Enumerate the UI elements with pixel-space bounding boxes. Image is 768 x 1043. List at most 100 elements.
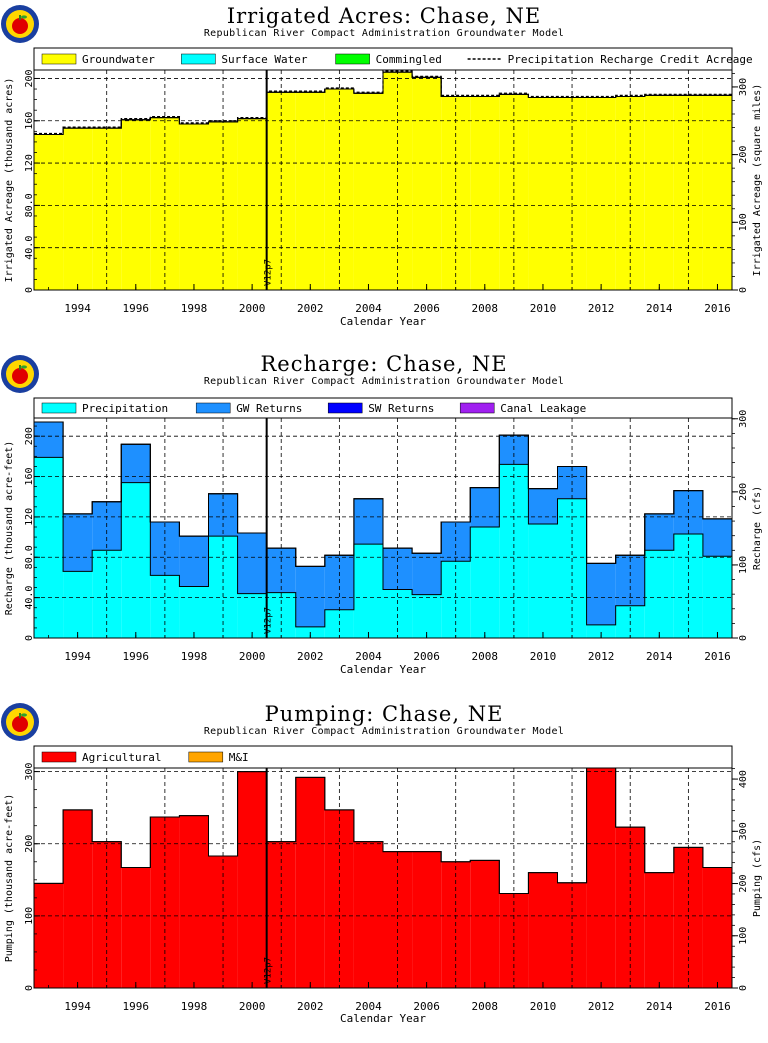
bar-agricultural (615, 827, 645, 988)
chart-subtitle: Republican River Compact Administration … (203, 376, 565, 387)
y-tick-label: 0 (24, 287, 35, 293)
bar-groundwater (92, 128, 122, 290)
apple-logo-icon (1, 355, 39, 393)
x-tick-label: 1998 (181, 1000, 208, 1013)
series-boundary (34, 767, 732, 895)
legend-swatch (41, 402, 77, 414)
bar-agricultural (557, 882, 587, 988)
x-tick-label: 2000 (239, 302, 266, 315)
bar-gw-returns (353, 498, 383, 545)
bar-gw-returns (179, 536, 209, 587)
x-tick-label: 2016 (704, 1000, 731, 1013)
y-tick-label: 0 (24, 985, 35, 991)
legend-label: Precipitation (82, 402, 168, 415)
x-tick-label: 2014 (646, 650, 673, 663)
x-tick-label: 1994 (64, 1000, 91, 1013)
bar-gw-returns (441, 521, 471, 562)
bar-gw-returns (63, 513, 93, 572)
x-tick-label: 1996 (123, 1000, 150, 1013)
logo-stem (19, 15, 21, 20)
y-tick-label: 300 (24, 763, 35, 781)
bar-groundwater (63, 128, 93, 290)
bar-groundwater (295, 92, 325, 290)
chart-subtitle: Republican River Compact Administration … (203, 726, 565, 737)
legend-label: M&I (229, 751, 249, 764)
marker-label: V12p7 (264, 259, 274, 286)
bar-groundwater (528, 97, 558, 290)
pumping-panel: Pumping: Chase, NE Republican River Comp… (0, 698, 768, 1043)
logo-apple (12, 368, 28, 384)
irrigated-acres-chart: V12p7 Groundwater Surface Water Commingled P… (4, 47, 763, 328)
bar-precipitation (470, 526, 500, 638)
y-tick-label: 200 (24, 69, 35, 87)
legend-swatch (181, 53, 216, 65)
bar-precipitation (586, 624, 616, 638)
bar-gw-returns (528, 488, 558, 524)
x-tick-label: 1998 (181, 302, 208, 315)
x-axis-title: Calendar Year (340, 1012, 426, 1024)
logo-leaf (21, 365, 27, 369)
legend-label: SW Returns (368, 402, 434, 415)
x-axis-title: Calendar Year (340, 663, 426, 676)
bar-gw-returns (586, 563, 616, 625)
x-tick-label: 1996 (123, 302, 150, 315)
plot-frame (33, 745, 733, 989)
x-tick-label: 1998 (181, 650, 208, 663)
x-tick-label: 2012 (588, 302, 615, 315)
series-boundary (34, 421, 732, 567)
y2-tick-label: 200 (738, 146, 749, 164)
bar-agricultural (353, 841, 383, 988)
x-tick-label: 2010 (530, 1000, 557, 1013)
x-tick-label: 2006 (413, 650, 440, 663)
legend-swatch (195, 402, 231, 414)
x-tick-label: 2014 (646, 302, 673, 315)
y2-tick-label: 400 (738, 770, 749, 788)
bar-precipitation (179, 586, 209, 638)
bar-gw-returns (266, 548, 296, 593)
chart-title: Pumping: Chase, NE (264, 702, 504, 726)
bar-gw-returns (34, 422, 64, 458)
bar-agricultural (470, 860, 500, 988)
y-axis-title: Irrigated Acreage (thousand acres) (4, 78, 15, 283)
x-tick-label: 1994 (64, 650, 91, 663)
legend-label: Groundwater (82, 53, 155, 66)
plot-frame (33, 397, 733, 639)
y2-tick-label: 100 (738, 927, 749, 945)
bar-groundwater (383, 72, 413, 290)
x-tick-label: 2014 (646, 1000, 673, 1013)
plot-frame (33, 47, 733, 291)
legend-label: Canal Leakage (500, 402, 586, 415)
bar-precipitation (353, 544, 383, 638)
legend-swatch (41, 751, 77, 763)
legend-swatch (327, 402, 363, 414)
legend-label: GW Returns (236, 402, 302, 415)
y2-tick-label: 100 (738, 556, 749, 574)
x-tick-label: 2006 (413, 1000, 440, 1013)
x-axis-title: Calendar Year (340, 315, 426, 328)
x-tick-label: 2012 (588, 650, 615, 663)
bar-groundwater (34, 134, 64, 290)
legend-label: Commingled (376, 53, 442, 66)
bar-gw-returns (702, 518, 732, 557)
bar-precipitation (702, 556, 732, 638)
y-tick-label: 80.0 (24, 193, 35, 217)
y-axis-title: Recharge (thousand acre-feet) (4, 441, 15, 616)
bar-groundwater (702, 95, 732, 290)
bar-agricultural (266, 841, 296, 988)
bar-precipitation (150, 575, 180, 638)
y-tick-label: 120 (24, 154, 35, 172)
logo-stem (19, 365, 21, 370)
logo-leaf (21, 15, 27, 19)
apple-logo-icon (1, 5, 39, 43)
x-tick-label: 2012 (588, 1000, 615, 1013)
x-tick-label: 2016 (704, 650, 731, 663)
y2-tick-label: 200 (738, 875, 749, 893)
legend-label: Surface Water (221, 53, 307, 66)
apple-logo-icon (1, 703, 39, 741)
y-axis-title: Pumping (thousand acre-feet) (4, 794, 15, 963)
bar-precipitation (412, 594, 442, 638)
bar-agricultural (121, 867, 151, 988)
bar-agricultural (295, 777, 325, 988)
bar-gw-returns (237, 533, 267, 594)
y2-tick-label: 200 (738, 483, 749, 501)
